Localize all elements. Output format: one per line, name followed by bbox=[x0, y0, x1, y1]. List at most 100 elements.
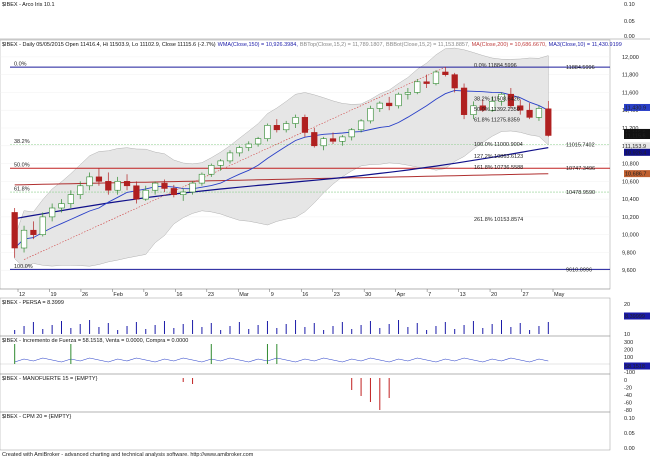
candle-body bbox=[217, 160, 224, 166]
price-badge bbox=[624, 103, 650, 111]
ma200-line bbox=[14, 173, 549, 186]
candle-body bbox=[273, 125, 280, 131]
price-tick: 10,600 bbox=[622, 179, 639, 185]
indicator-tick: -60 bbox=[624, 401, 632, 407]
candle-body bbox=[161, 182, 168, 189]
price-badge bbox=[624, 132, 650, 140]
fib-level-value: 11884.5996 bbox=[566, 65, 595, 71]
indicator-tick: 0.05 bbox=[624, 431, 635, 437]
price-tick: 10,000 bbox=[622, 233, 639, 239]
candle-body bbox=[123, 181, 131, 187]
time-label: 7 bbox=[428, 292, 431, 298]
price-tick: 11,400 bbox=[622, 108, 638, 114]
indicator-tick: 10 bbox=[624, 332, 630, 338]
candle-body bbox=[451, 74, 458, 89]
time-label: 9 bbox=[145, 292, 148, 298]
price-badge-label: 10,686.7 bbox=[625, 172, 646, 178]
time-label: Mar bbox=[239, 292, 249, 298]
indicator-panel bbox=[0, 411, 611, 451]
fib-level-pct: 38.2% bbox=[14, 139, 30, 145]
fib-level-pct: 61.8% bbox=[14, 187, 30, 193]
candle-body bbox=[545, 108, 552, 136]
candle-body bbox=[86, 176, 93, 187]
indicator-tick: 100 bbox=[624, 355, 633, 361]
candle-body bbox=[414, 81, 421, 93]
time-label: 12 bbox=[19, 292, 25, 298]
time-label: 9 bbox=[271, 292, 274, 298]
price-tick: 9,800 bbox=[622, 250, 636, 256]
indicator-tick: 200 bbox=[624, 348, 633, 354]
candles bbox=[11, 67, 552, 258]
header-bbtop: BBTop(Close,15,2) = 11,789.1807, bbox=[300, 42, 385, 48]
candle-body bbox=[67, 194, 74, 204]
header-ma200: MA(Close,200) = 10,686.6670, bbox=[472, 42, 548, 48]
time-label: May bbox=[554, 292, 565, 298]
indicator-title: $IBEX - PERSA = 8.3999 bbox=[2, 300, 64, 306]
wma150-line bbox=[14, 147, 549, 220]
candle-body bbox=[11, 212, 18, 249]
fib-level-pct: 0.0% bbox=[14, 62, 27, 68]
candle-body bbox=[479, 105, 486, 111]
top-axis: 0.10 0.05 0.00 bbox=[624, 2, 635, 40]
candle-body bbox=[49, 207, 56, 218]
indicator-tick: -20 bbox=[624, 386, 632, 392]
time-label: 16 bbox=[302, 292, 308, 298]
candle-body bbox=[470, 105, 477, 115]
time-label: 20 bbox=[491, 292, 497, 298]
header-ma3: MA3(Close,10) = 11,430.9199 bbox=[549, 42, 622, 48]
candle-body bbox=[386, 102, 393, 107]
candle-body bbox=[170, 188, 177, 195]
candle-body bbox=[432, 71, 440, 84]
candle-body bbox=[236, 147, 243, 154]
bollinger-bands bbox=[14, 47, 549, 268]
candle-body bbox=[142, 189, 149, 200]
candle-body bbox=[329, 138, 337, 142]
indicator-title: $IBEX - MANOFUERTE 15 = {EMPTY} bbox=[2, 376, 98, 382]
price-badge-label: 11,115.6 bbox=[625, 134, 646, 140]
candle-body bbox=[442, 71, 449, 75]
candle-body bbox=[198, 173, 206, 184]
fib-retracement-label: 61.8% 11275.8359 bbox=[474, 117, 520, 123]
candle-body bbox=[376, 102, 383, 109]
candle-body bbox=[517, 105, 524, 111]
fib-retracement-label: 127.2% 10863.6123 bbox=[474, 154, 523, 160]
fib-level-value: 10747.3496 bbox=[566, 166, 595, 172]
header-wma: WMA(Close,150) = 10,926.3984, bbox=[218, 42, 299, 48]
fib-level-pct: 100.0% bbox=[14, 264, 33, 270]
candle-body bbox=[395, 93, 402, 107]
indicator-tick: -100 bbox=[624, 370, 635, 376]
price-badge bbox=[624, 148, 650, 156]
fibonacci-levels bbox=[10, 66, 610, 270]
price-tick: 12,000 bbox=[622, 55, 639, 61]
candle-body bbox=[20, 229, 28, 249]
time-axis: 12 19 26 Feb 9 16 23 Mar 9 16 23 30 Apr 7 13 20 27 May bbox=[0, 288, 610, 298]
candle-body bbox=[292, 117, 299, 124]
time-label: 27 bbox=[523, 292, 529, 298]
indicator-tick: 0.00 bbox=[624, 446, 635, 452]
bollinger-band-area bbox=[14, 47, 549, 268]
fib-retracement-label: 38.2% 11508.6426 bbox=[474, 97, 520, 103]
indicator-badge-label: 58.1518 bbox=[625, 364, 645, 370]
indicator-tick: 0.10 bbox=[624, 416, 635, 422]
time-label: 19 bbox=[50, 292, 56, 298]
candle-body bbox=[226, 152, 234, 162]
fib-level-pct: 50.0% bbox=[14, 163, 30, 169]
candle-body bbox=[39, 216, 46, 235]
candle-body bbox=[264, 125, 271, 139]
price-tick: 11,800 bbox=[622, 73, 638, 79]
time-label: 23 bbox=[334, 292, 340, 298]
candle-body bbox=[460, 87, 468, 115]
ma10-line bbox=[14, 89, 549, 249]
top-axis-tick: 0.10 bbox=[624, 2, 635, 8]
main-header: $IBEX - Daily 05/05/2015 Open 11416.4, H… bbox=[2, 42, 622, 48]
time-label: Feb bbox=[113, 292, 122, 298]
indicator-panels: $IBEX - PERSA = 8.3999 20 10 8.39999 $IBEX -… bbox=[0, 297, 650, 452]
candle-body bbox=[339, 136, 346, 142]
trend-line bbox=[23, 66, 446, 260]
candle-body bbox=[423, 81, 430, 84]
top-axis-tick: 0.00 bbox=[624, 34, 635, 40]
fib-level-value: 10478.9590 bbox=[566, 190, 595, 196]
price-tick: 10,200 bbox=[622, 215, 639, 221]
price-badges: 11,430.911,115.611,115.611,153.910,926.4… bbox=[624, 103, 650, 178]
